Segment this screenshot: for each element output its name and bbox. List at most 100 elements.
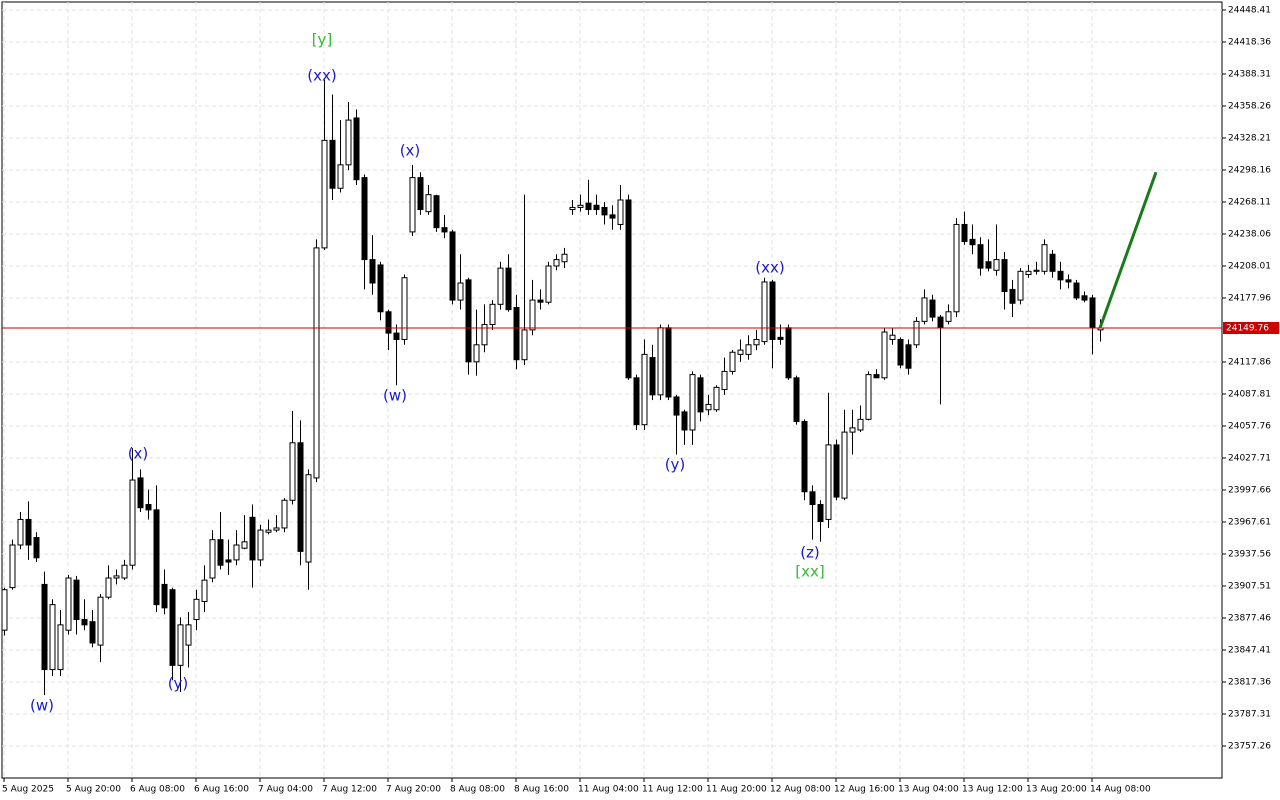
y-tick-label: 24328.21 <box>1228 133 1271 143</box>
candle-body <box>505 267 512 311</box>
wave-label: (x) <box>128 445 149 463</box>
candle-body <box>673 396 680 416</box>
y-tick-label: 23907.51 <box>1228 581 1271 591</box>
wave-label: [xx] <box>795 563 824 581</box>
price-label: 24149.76 <box>1226 324 1269 334</box>
candle-body <box>697 377 704 413</box>
candle-body <box>369 259 376 284</box>
y-tick-label: 23817.36 <box>1228 677 1271 687</box>
candle-body <box>209 539 216 579</box>
wave-label: (w) <box>383 387 407 405</box>
candle-body <box>689 374 696 431</box>
candle-body <box>761 281 768 343</box>
candle-body <box>729 351 736 372</box>
candle-body <box>457 282 464 301</box>
candle-body <box>897 338 904 366</box>
candle-body <box>17 518 24 546</box>
candle-body <box>137 477 144 509</box>
candle-body <box>753 338 760 346</box>
candle-body <box>289 442 296 501</box>
candle-body <box>513 307 520 361</box>
candle-body <box>361 177 368 261</box>
candle-body <box>473 344 480 363</box>
y-tick-label: 24238.06 <box>1228 229 1271 239</box>
y-tick-label: 24358.26 <box>1228 101 1271 111</box>
candle-body <box>305 474 312 563</box>
x-tick-label: 11 Aug 04:00 <box>578 785 639 795</box>
y-tick-label: 24117.86 <box>1228 357 1271 367</box>
x-tick-label: 6 Aug 16:00 <box>194 785 249 795</box>
y-tick-label: 23757.26 <box>1228 741 1271 751</box>
y-tick-label: 24388.31 <box>1228 69 1271 79</box>
wave-label: (w) <box>30 697 54 715</box>
x-tick-label: 11 Aug 20:00 <box>706 785 767 795</box>
x-tick-label: 8 Aug 16:00 <box>514 785 569 795</box>
candle-body <box>537 299 544 303</box>
y-tick-label: 23967.61 <box>1228 517 1271 527</box>
candle-body <box>561 253 568 263</box>
y-tick-label: 24268.11 <box>1228 197 1271 207</box>
candle-body <box>737 349 744 355</box>
candle-body <box>225 559 232 563</box>
candle-body <box>65 577 72 631</box>
candle-body <box>33 537 40 559</box>
candle-body <box>49 604 56 671</box>
x-tick-label: 7 Aug 12:00 <box>322 785 377 795</box>
candle-body <box>401 277 408 340</box>
candle-body <box>609 214 616 219</box>
candle-body <box>889 334 896 340</box>
candle-body <box>121 564 128 579</box>
wave-label: (x) <box>400 142 421 160</box>
x-tick-label: 13 Aug 20:00 <box>1026 785 1087 795</box>
candle-body <box>977 244 984 269</box>
candle-body <box>489 303 496 326</box>
candle-body <box>441 227 448 233</box>
candle-body <box>97 596 104 646</box>
candle-body <box>249 516 256 561</box>
x-tick-label: 5 Aug 20:00 <box>66 785 121 795</box>
y-tick-label: 24057.76 <box>1228 421 1271 431</box>
candle-body <box>425 194 432 213</box>
plot-frame <box>1 1 1223 779</box>
candle-body <box>993 259 1000 271</box>
candle-body <box>281 499 288 529</box>
candle-body <box>721 370 728 391</box>
candle-body <box>129 479 136 566</box>
candle-body <box>57 624 64 671</box>
x-tick-label: 6 Aug 08:00 <box>130 785 185 795</box>
candle-body <box>417 177 424 211</box>
candle-body <box>1041 244 1048 272</box>
candle-body <box>617 199 624 225</box>
x-tick-label: 14 Aug 08:00 <box>1090 785 1151 795</box>
candle-body <box>337 164 344 189</box>
candle-body <box>969 238 976 246</box>
candle-body <box>1057 270 1064 281</box>
candle-body <box>241 541 248 549</box>
candle-body <box>857 418 864 431</box>
candle-body <box>41 583 48 671</box>
y-tick-label: 23877.46 <box>1228 613 1271 623</box>
candle-body <box>105 577 112 598</box>
wave-label: (y) <box>168 675 189 693</box>
y-tick-label: 23937.56 <box>1228 549 1271 559</box>
candle-body <box>713 386 720 411</box>
candle-body <box>625 199 632 379</box>
candle-body <box>1001 259 1008 293</box>
candle-body <box>985 261 992 269</box>
candle-body <box>113 575 120 579</box>
y-tick-label: 23997.66 <box>1228 485 1271 495</box>
y-tick-label: 23847.41 <box>1228 645 1271 655</box>
wave-label: (z) <box>800 544 820 562</box>
candle-body <box>905 344 912 369</box>
wave-label: (xx) <box>755 259 784 277</box>
candle-body <box>1 589 8 631</box>
candle-body <box>201 579 208 602</box>
candle-body <box>1081 295 1088 301</box>
candle-body <box>265 529 272 533</box>
candle-body <box>465 279 472 363</box>
candle-body <box>841 431 848 499</box>
candle-body <box>529 299 536 331</box>
x-tick-label: 7 Aug 04:00 <box>258 785 313 795</box>
candle-body <box>633 377 640 426</box>
candle-body <box>89 621 96 644</box>
